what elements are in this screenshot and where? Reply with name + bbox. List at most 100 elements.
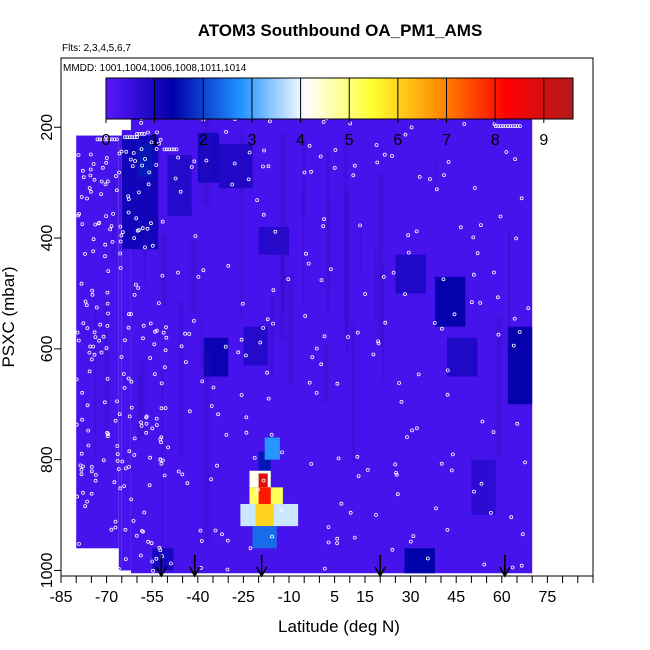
sample-marker	[154, 147, 159, 151]
sample-marker	[146, 539, 151, 544]
sample-marker	[140, 529, 144, 533]
colorbar: 0 1 2 3 4 5 6 7 8 9	[102, 77, 574, 149]
sample-marker	[151, 568, 155, 573]
sample-marker	[79, 195, 84, 199]
sample-marker	[391, 270, 396, 275]
sample-marker	[85, 326, 90, 331]
sample-marker	[169, 147, 174, 152]
sample-marker	[139, 423, 144, 428]
sample-marker	[158, 437, 163, 442]
sample-marker	[244, 430, 249, 435]
sample-marker	[211, 385, 216, 390]
sample-marker	[441, 173, 446, 178]
sample-marker	[147, 483, 152, 488]
sample-marker	[166, 445, 171, 450]
streak	[299, 142, 308, 217]
streak	[506, 232, 513, 348]
sample-marker	[108, 227, 112, 232]
sample-marker	[475, 251, 480, 256]
sample-marker	[136, 190, 141, 195]
sample-marker	[393, 462, 398, 467]
sample-marker	[87, 369, 92, 374]
streak	[493, 317, 505, 458]
sample-marker	[158, 137, 163, 142]
sample-marker	[134, 533, 139, 538]
sample-marker	[103, 182, 108, 187]
sample-marker	[162, 473, 167, 478]
colorbar-tick-label: 1	[150, 132, 159, 149]
sample-marker	[236, 350, 241, 355]
sample-marker	[240, 301, 245, 306]
sample-marker	[286, 277, 291, 282]
sample-marker	[307, 380, 312, 385]
sample-marker	[122, 135, 127, 140]
streak	[142, 235, 148, 284]
x-tick-label: -40	[186, 589, 209, 606]
sample-marker	[105, 301, 110, 306]
sample-marker	[478, 300, 483, 305]
sample-marker	[141, 323, 146, 328]
chart-title: ATOM3 Southbound OA_PM1_AMS	[198, 21, 483, 40]
y-tick-label: 600	[39, 335, 56, 362]
sample-marker	[100, 137, 105, 142]
sample-marker	[304, 251, 308, 256]
sample-marker	[409, 125, 414, 130]
sample-marker	[135, 131, 139, 136]
sample-marker	[156, 301, 161, 306]
sample-marker	[123, 466, 128, 471]
sample-marker	[495, 295, 500, 300]
colorbar-tick-label: 5	[345, 132, 354, 149]
sample-marker	[132, 135, 137, 140]
sample-marker	[365, 467, 370, 472]
sample-marker	[161, 330, 166, 335]
sample-marker	[425, 556, 430, 561]
sample-marker	[85, 499, 89, 504]
sample-marker	[174, 147, 179, 152]
colorbar-tick-label: 4	[296, 132, 305, 149]
y-tick-label: 400	[39, 225, 56, 252]
sample-marker	[417, 174, 422, 179]
sample-marker	[148, 356, 153, 360]
sample-marker	[498, 124, 503, 128]
sample-marker	[232, 161, 237, 166]
sample-marker	[153, 329, 157, 334]
sample-marker	[164, 335, 169, 340]
sample-marker	[434, 187, 439, 192]
sample-marker	[185, 481, 190, 486]
sample-marker	[403, 292, 407, 297]
sample-marker	[136, 286, 141, 290]
sample-marker	[126, 325, 131, 330]
sample-marker	[127, 449, 132, 454]
y-axis: 200 400 600 800 1000	[39, 114, 61, 588]
dates-note: MMDD: 1001,1004,1006,1008,1011,1014	[63, 63, 247, 74]
x-tick-label: 5	[330, 589, 339, 606]
sample-marker	[176, 469, 181, 474]
sample-marker	[126, 376, 131, 381]
sample-marker	[95, 137, 100, 142]
sample-marker	[374, 143, 379, 147]
sample-marker	[84, 303, 89, 308]
sample-marker	[118, 239, 123, 244]
sample-marker	[94, 305, 99, 310]
sample-marker	[314, 346, 319, 351]
sample-marker	[511, 343, 516, 348]
y-axis-label: PSXC (mbar)	[0, 266, 18, 367]
streak	[188, 241, 200, 314]
sample-marker	[93, 222, 98, 227]
colorbar-tick-label: 6	[393, 132, 402, 149]
sample-marker	[115, 444, 120, 448]
sample-marker	[155, 130, 159, 135]
sample-marker	[224, 129, 229, 134]
sample-marker	[303, 314, 308, 318]
sample-marker	[92, 330, 97, 335]
sample-marker	[472, 186, 477, 190]
sample-marker	[89, 152, 93, 157]
sample-marker	[258, 340, 263, 345]
sample-marker	[478, 223, 483, 228]
sample-marker	[105, 434, 110, 439]
sample-marker	[113, 418, 118, 423]
sample-marker	[213, 528, 218, 533]
sample-marker	[83, 504, 88, 509]
sample-marker	[130, 135, 135, 140]
sample-marker	[134, 216, 139, 221]
